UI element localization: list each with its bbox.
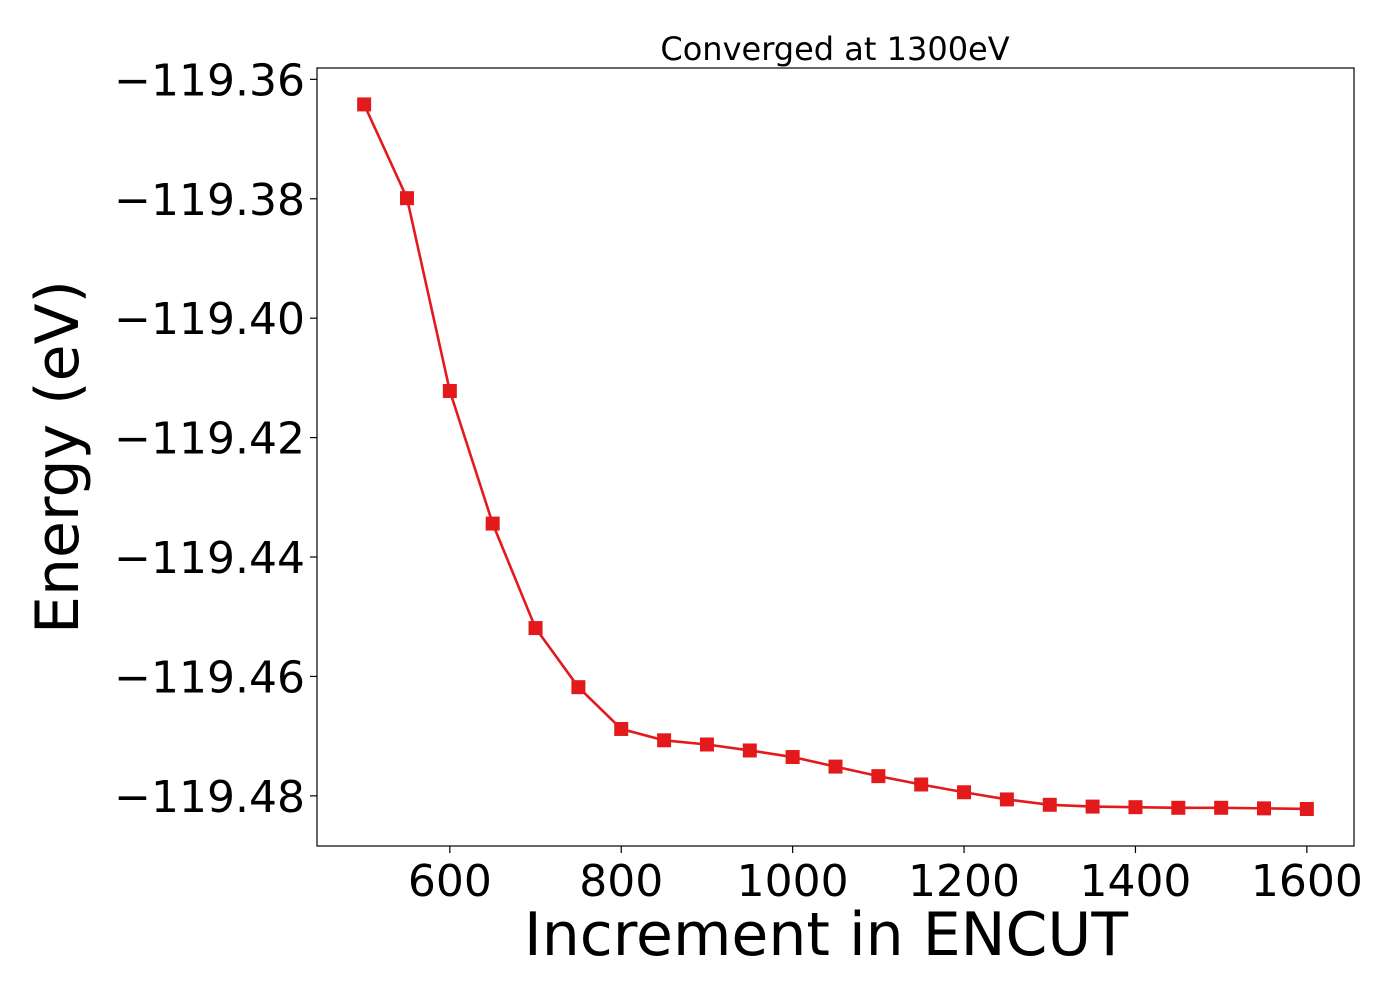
y-axis-ticks: −119.36 −119.38 −119.40 −119.42 −119.44 −119.… bbox=[114, 55, 317, 823]
y-tick-label: −119.46 bbox=[114, 652, 305, 703]
data-point-marker bbox=[1214, 800, 1229, 815]
x-axis-title: Increment in ENCUT bbox=[524, 900, 1128, 970]
data-point-marker bbox=[1128, 800, 1143, 815]
y-tick-label: −119.36 bbox=[114, 55, 305, 106]
x-tick-label: 600 bbox=[408, 856, 492, 907]
data-point-marker bbox=[1171, 800, 1186, 815]
data-point-marker bbox=[914, 777, 929, 792]
x-tick-label: 1200 bbox=[908, 856, 1020, 907]
data-point-marker bbox=[571, 680, 586, 695]
plot-frame bbox=[316, 67, 1355, 847]
data-point-marker bbox=[871, 769, 886, 784]
data-point-marker bbox=[1042, 797, 1057, 812]
data-point-marker bbox=[485, 516, 500, 531]
data-point-marker bbox=[1257, 801, 1272, 816]
y-tick-label: −119.42 bbox=[114, 414, 305, 465]
y-tick-label: −119.44 bbox=[114, 533, 305, 584]
data-point-marker bbox=[528, 621, 543, 636]
data-point-marker bbox=[1085, 799, 1100, 814]
data-point-marker bbox=[957, 785, 972, 800]
data-point-marker bbox=[742, 743, 757, 758]
data-point-marker bbox=[999, 792, 1014, 807]
data-point-marker bbox=[399, 191, 414, 206]
x-tick-label: 1600 bbox=[1251, 856, 1363, 907]
data-point-marker bbox=[357, 97, 372, 112]
data-point-marker bbox=[657, 733, 672, 748]
y-tick-label: −119.40 bbox=[114, 294, 305, 345]
x-tick-label: 1000 bbox=[737, 856, 849, 907]
x-axis-ticks: 600 800 1000 1200 1400 1600 bbox=[408, 846, 1363, 907]
y-tick-label: −119.48 bbox=[114, 772, 305, 823]
data-point-marker bbox=[828, 759, 843, 774]
y-tick-label: −119.38 bbox=[114, 175, 305, 226]
plot-area bbox=[316, 67, 1355, 847]
y-axis-title: Energy (eV) bbox=[23, 280, 93, 634]
data-point-marker bbox=[699, 737, 714, 752]
x-tick-label: 800 bbox=[579, 856, 663, 907]
x-tick-label: 1400 bbox=[1079, 856, 1191, 907]
data-point-marker bbox=[785, 750, 800, 765]
data-point-marker bbox=[1299, 801, 1314, 816]
data-point-marker bbox=[442, 384, 457, 399]
data-point-marker bbox=[614, 721, 629, 736]
chart-title: Converged at 1300eV bbox=[660, 30, 1009, 68]
